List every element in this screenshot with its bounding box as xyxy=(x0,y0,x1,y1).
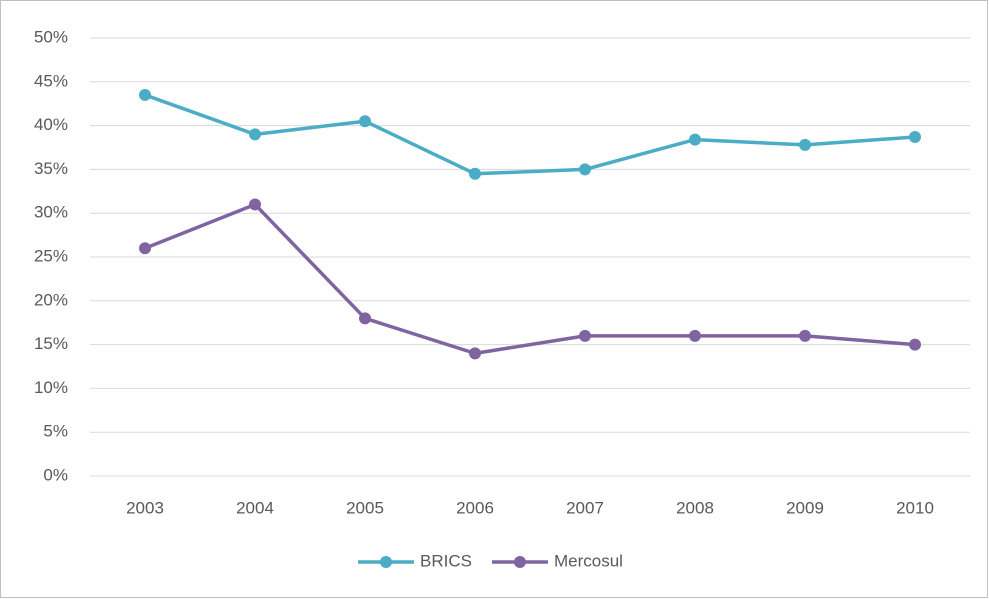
data-point xyxy=(249,128,261,141)
x-tick-label: 2007 xyxy=(566,498,604,517)
y-tick-label: 0% xyxy=(43,465,68,484)
data-point xyxy=(249,198,261,211)
y-tick-label: 25% xyxy=(34,246,68,265)
y-tick-label: 50% xyxy=(34,27,68,46)
legend-label: BRICS xyxy=(420,551,472,570)
data-point xyxy=(689,133,701,146)
y-tick-label: 35% xyxy=(34,159,68,178)
y-tick-label: 30% xyxy=(34,203,68,222)
y-tick-label: 45% xyxy=(34,71,68,90)
y-tick-label: 5% xyxy=(43,422,68,441)
legend-label: Mercosul xyxy=(554,551,623,570)
data-point xyxy=(359,312,371,325)
x-tick-label: 2006 xyxy=(456,498,494,517)
x-tick-label: 2004 xyxy=(236,498,274,517)
data-point xyxy=(689,329,701,342)
y-tick-label: 10% xyxy=(34,378,68,397)
data-point xyxy=(799,329,811,342)
data-point xyxy=(799,138,811,151)
x-tick-label: 2003 xyxy=(126,498,164,517)
x-tick-label: 2008 xyxy=(676,498,714,517)
data-point xyxy=(909,130,921,143)
data-point xyxy=(359,115,371,128)
data-point xyxy=(139,242,151,255)
x-tick-label: 2005 xyxy=(346,498,384,517)
data-point xyxy=(469,167,481,180)
y-tick-label: 15% xyxy=(34,334,68,353)
x-tick-label: 2009 xyxy=(786,498,824,517)
y-tick-label: 20% xyxy=(34,290,68,309)
data-point xyxy=(909,338,921,351)
legend-marker xyxy=(380,556,392,568)
series-line xyxy=(144,93,916,176)
series-line xyxy=(144,202,916,356)
x-tick-label: 2010 xyxy=(896,498,934,517)
data-point xyxy=(579,329,591,342)
y-tick-label: 40% xyxy=(34,115,68,134)
data-point xyxy=(469,347,481,360)
legend-marker xyxy=(513,556,526,568)
data-point xyxy=(139,88,151,101)
data-point xyxy=(579,163,591,176)
